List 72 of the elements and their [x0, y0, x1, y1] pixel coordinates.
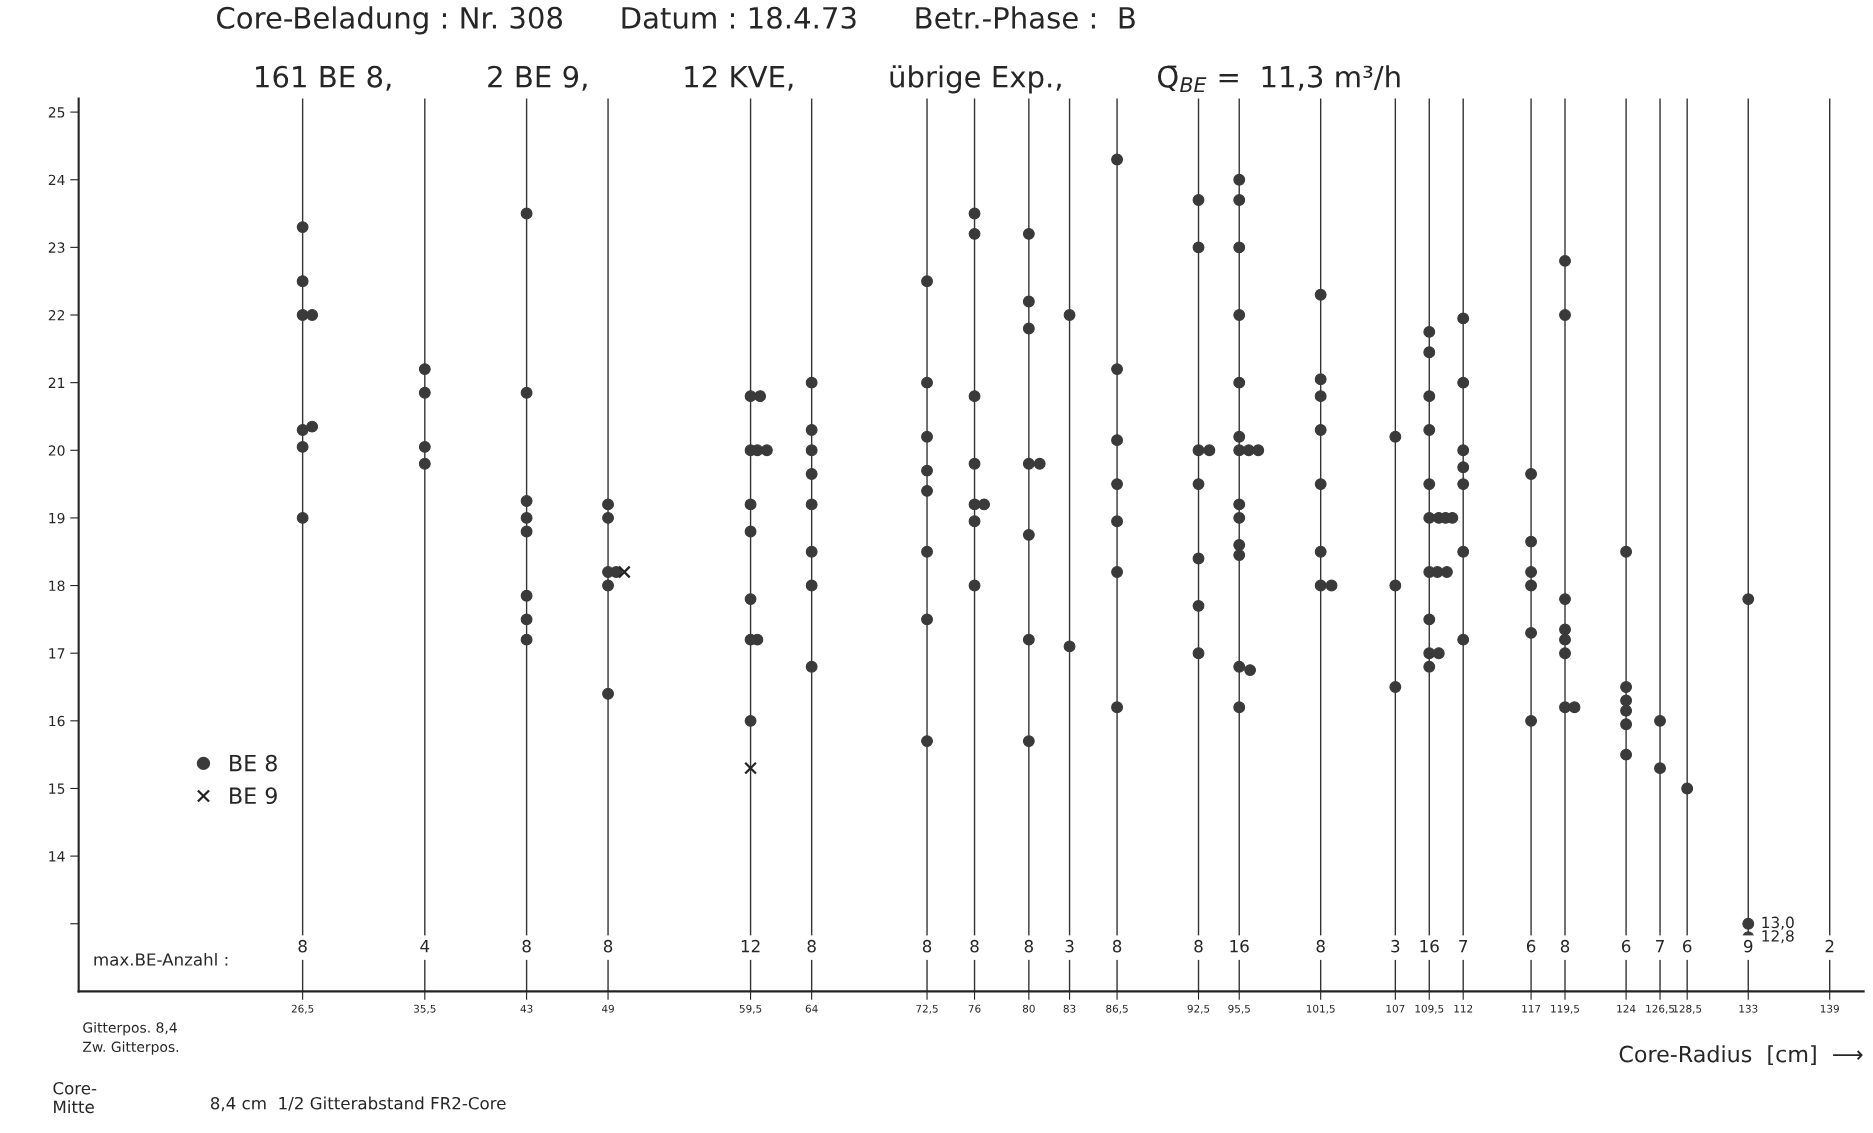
- y-tick-label: 25: [48, 107, 65, 118]
- x-tick-label: 119,5: [1551, 1004, 1580, 1014]
- text: Zw. Gitterpos.: [83, 1041, 179, 1055]
- annotation: 7: [1459, 940, 1468, 953]
- annotation: 2: [1825, 939, 1834, 953]
- annotation: 8: [1194, 939, 1203, 953]
- x-tick-label: 128,5: [1673, 1004, 1702, 1014]
- annotation: max.BE-Anzahl :: [94, 952, 228, 966]
- x-tick-label: 126,5: [1646, 1004, 1675, 1014]
- x-tick-label: 133: [1739, 1004, 1758, 1013]
- x-tick-label: 59,5: [739, 1004, 762, 1014]
- annotation: 12,8: [1762, 930, 1794, 944]
- annotation: 3: [1391, 939, 1400, 953]
- chart-title: Core-Beladung : Nr. 308 Datum : 18.4.73 Betr.-Phase : B: [217, 6, 1135, 35]
- x-tick-label: 35,5: [414, 1004, 436, 1014]
- text: Core- Mitte: [53, 1081, 97, 1114]
- y-tick-label: 20: [48, 445, 65, 456]
- legend-label: BE 9: [230, 787, 277, 805]
- x-tick-label: 101,5: [1306, 1004, 1335, 1014]
- annotation: 6: [1621, 939, 1631, 953]
- annotation: 8: [298, 939, 307, 953]
- x-tick-label: 117: [1522, 1004, 1541, 1013]
- x-tick-label: 72,5: [916, 1004, 938, 1014]
- annotation: 8: [1112, 939, 1122, 953]
- annotation: 9: [1744, 939, 1753, 953]
- x-tick-label: 80: [1022, 1004, 1035, 1013]
- x-tick-label: 92,5: [1187, 1004, 1210, 1014]
- annotation: 3: [1065, 939, 1074, 953]
- y-tick-label: 18: [49, 580, 65, 592]
- annotation: 6: [1526, 939, 1536, 953]
- annotation: 12: [741, 939, 760, 953]
- y-tick-label: 17: [49, 648, 65, 659]
- y-tick-label: 15: [49, 783, 65, 794]
- text: 8,4 cm 1/2 Gitterabstand FR2-Core: [210, 1096, 506, 1112]
- x-tick-label: 124: [1617, 1004, 1636, 1013]
- annotation: 6: [1683, 939, 1692, 953]
- x-tick-label: 76: [968, 1004, 981, 1013]
- x-tick-label: 64: [805, 1004, 818, 1013]
- annotation: 8: [1560, 939, 1570, 953]
- x-tick-label: 112: [1454, 1004, 1473, 1013]
- legend-label: BE 8: [230, 754, 277, 772]
- x-tick-label: 107: [1386, 1004, 1405, 1013]
- annotation: 7: [1656, 940, 1664, 953]
- y-tick-label: 22: [48, 309, 65, 321]
- text: Gitterpos. 8,4: [83, 1022, 177, 1036]
- x-tick-label: 43: [520, 1004, 533, 1013]
- annotation: 8: [603, 939, 613, 953]
- annotation: 8: [522, 939, 531, 953]
- x-tick-label: 49: [601, 1004, 614, 1013]
- x-tick-label: 83: [1063, 1004, 1076, 1013]
- x-axis-title: Core-Radius [cm] ⟶: [1619, 1045, 1863, 1066]
- y-tick-label: 24: [48, 174, 65, 186]
- y-tick-label: 14: [49, 851, 65, 862]
- annotation: 4: [420, 940, 430, 953]
- y-tick-label: 21: [48, 377, 65, 388]
- annotation: 8: [1024, 939, 1033, 953]
- y-tick-label: 16: [49, 715, 65, 727]
- x-tick-label: 95,5: [1228, 1004, 1250, 1014]
- annotation: 16: [1420, 939, 1439, 953]
- x-tick-label: 139: [1820, 1004, 1839, 1013]
- annotation: 8: [807, 939, 816, 953]
- y-tick-label: 19: [49, 512, 65, 524]
- annotation: 16: [1230, 939, 1249, 953]
- annotation: 8: [922, 939, 932, 953]
- y-tick-label: 23: [48, 242, 65, 253]
- annotation: 13,0: [1762, 916, 1794, 930]
- x-tick-label: 86,5: [1106, 1004, 1128, 1014]
- annotation: 8: [970, 939, 979, 953]
- chart-subtitle: 161 BE 8, 2 BE 9, 12 KVE, übrige Exp., Q̄$_{BE}$ = 11,3 m³/h: [256, 65, 1400, 94]
- x-tick-label: 26,5: [291, 1004, 314, 1014]
- annotation: 8: [1316, 939, 1325, 953]
- x-tick-label: 109,5: [1415, 1004, 1444, 1014]
